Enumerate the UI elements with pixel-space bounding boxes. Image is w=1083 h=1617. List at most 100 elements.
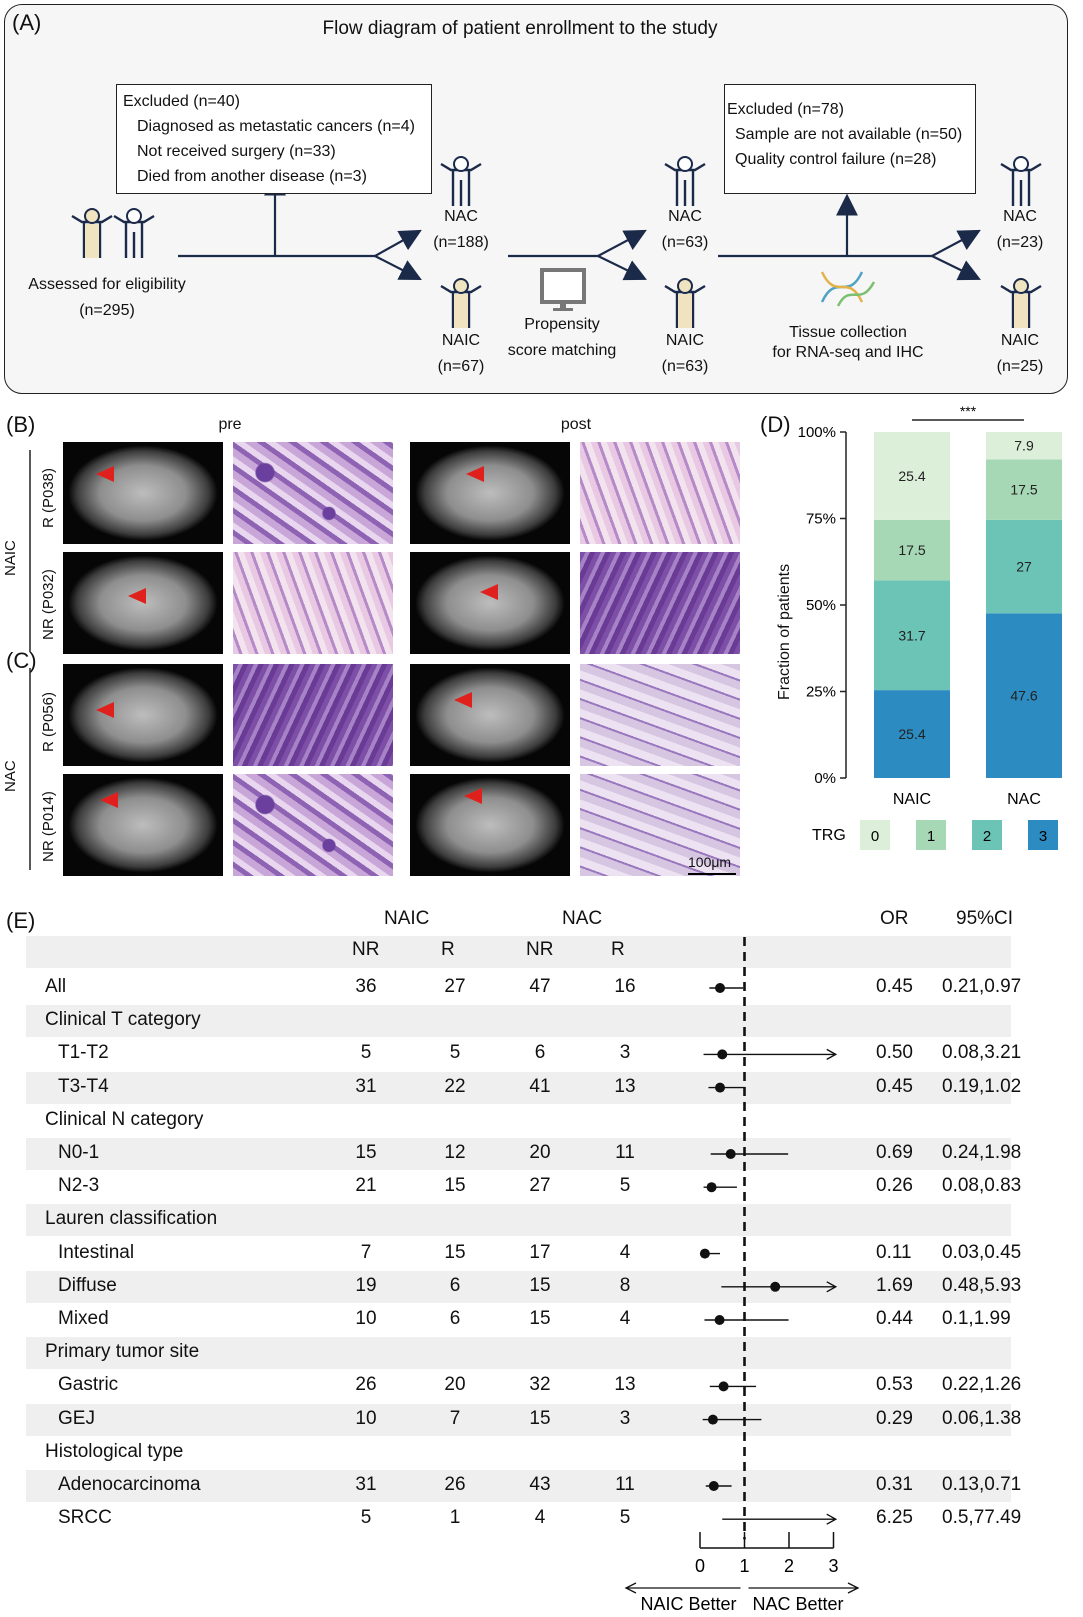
sub-header: NR (352, 939, 380, 960)
ci-value: 0.1,1.99 (942, 1308, 1011, 1329)
monitor-icon (540, 268, 586, 311)
ct-scan-image (63, 552, 223, 654)
count-cell: 13 (614, 1075, 636, 1097)
count-cell: 10 (355, 1308, 377, 1329)
d-legend-label: 0 (871, 828, 879, 845)
ci-value: 0.5,77.49 (942, 1507, 1022, 1529)
panel-d-letter: (D) (760, 412, 791, 437)
d-sig-label: *** (960, 403, 977, 419)
excluded-1-item: Diagnosed as metastatic cancers (n=4) (137, 118, 415, 135)
table-stripe (26, 936, 1011, 968)
tissue-line-1: Tissue collection (789, 324, 907, 341)
ci-value: 0.08,3.21 (942, 1042, 1022, 1064)
or-value: 0.45 (876, 976, 913, 997)
ct-scan-image (63, 774, 223, 876)
or-point (699, 1248, 710, 1259)
table-stripe (26, 1337, 1011, 1370)
or-point (715, 1082, 726, 1093)
naic-header: NAIC (384, 908, 430, 929)
d-legend-label: 3 (1039, 828, 1047, 845)
person-icon (1000, 156, 1042, 206)
row-label: N0-1 (58, 1142, 100, 1163)
he-stain-image (580, 552, 740, 654)
d-bar-value-label: 25.4 (898, 726, 925, 742)
table-stripe (26, 1071, 1011, 1104)
or-value: 1.69 (876, 1274, 913, 1296)
g3-nac: NAC (1003, 208, 1037, 225)
sub-header: NR (526, 939, 554, 960)
count-cell: 5 (619, 1175, 631, 1197)
g1-nac-n: (n=188) (433, 234, 489, 251)
count-cell: 3 (619, 1042, 631, 1064)
row-label: Gastric (58, 1374, 119, 1396)
panel-c-letter: (C) (6, 648, 37, 673)
d-bar-value-label: 7.9 (1014, 438, 1034, 454)
forest-x-tick-label: 1 (739, 1556, 749, 1576)
or-value: 0.69 (876, 1142, 913, 1163)
person-icon (440, 156, 482, 206)
d-bar-segment (874, 580, 950, 691)
assessed-label: Assessed for eligibility (28, 276, 186, 293)
g2-nac-n: (n=63) (661, 234, 709, 251)
ci-value: 0.03,0.45 (942, 1241, 1022, 1263)
ci-value: 0.06,1.38 (942, 1407, 1022, 1429)
d-bar-segment (986, 432, 1062, 460)
or-point (708, 1481, 719, 1491)
subgroup-header: Lauren classification (45, 1208, 218, 1230)
count-cell: 31 (355, 1075, 377, 1097)
ct-scan-image (410, 774, 570, 876)
or-point (718, 1381, 729, 1392)
or-value: 0.26 (876, 1175, 913, 1197)
excluded-1-item: Not received surgery (n=33) (137, 143, 336, 160)
count-cell: 4 (619, 1308, 631, 1329)
g1-naic: NAIC (441, 332, 481, 349)
g3-nac-n: (n=23) (996, 234, 1044, 251)
ct-scan-image (63, 664, 223, 766)
ci-value: 0.22,1.26 (942, 1374, 1022, 1396)
d-legend-label: 1 (927, 828, 935, 845)
count-cell: 15 (444, 1241, 466, 1263)
person-icon (664, 278, 706, 328)
g3-naic: NAIC (1000, 332, 1040, 349)
or-header: OR (880, 908, 909, 929)
count-cell: 47 (529, 976, 551, 997)
d-bar-segment (986, 459, 1062, 520)
ci-header: 95%CI (956, 908, 1014, 929)
ci-arrow (826, 1048, 838, 1061)
ci-value: 0.24,1.98 (942, 1142, 1022, 1163)
post-label: post (560, 416, 592, 433)
count-cell: 22 (444, 1075, 466, 1097)
excluded-1-item: Died from another disease (n=3) (137, 168, 367, 185)
he-stain-image (233, 664, 393, 766)
row-label: GEJ (58, 1407, 95, 1429)
sub-header: R (611, 939, 625, 960)
excluded-2-item: Quality control failure (n=28) (735, 151, 937, 168)
count-cell: 4 (619, 1241, 631, 1263)
nac-header: NAC (562, 908, 603, 929)
count-cell: 5 (360, 1042, 372, 1064)
d-legend-title: TRG (812, 827, 846, 844)
g2-nac: NAC (668, 208, 702, 225)
ci-value: 0.19,1.02 (942, 1075, 1022, 1097)
panel-b-letter: (B) (6, 412, 36, 437)
row-label: Mixed (58, 1308, 109, 1329)
forest-x-tick-label: 2 (784, 1556, 794, 1576)
or-value: 6.25 (876, 1507, 913, 1529)
panel-a-letter: (A) (12, 10, 42, 35)
or-point (707, 1414, 718, 1425)
group-brackets (29, 450, 31, 870)
person-icon (1000, 278, 1042, 328)
person-icon (664, 156, 706, 206)
row-label: SRCC (58, 1507, 112, 1529)
d-category-label: NAC (1007, 791, 1041, 808)
or-point (770, 1281, 781, 1292)
d-bar-value-label: 17.5 (898, 542, 925, 558)
g1-naic-n: (n=67) (437, 358, 485, 375)
d-legend-label: 2 (983, 828, 991, 845)
count-cell: 11 (615, 1474, 635, 1495)
d-y-tick-label: 0% (814, 770, 836, 787)
forest-x-tick-label: 0 (695, 1556, 705, 1576)
count-cell: 5 (449, 1042, 461, 1064)
d-bar-value-label: 47.6 (1010, 688, 1037, 704)
count-cell: 43 (529, 1474, 551, 1495)
